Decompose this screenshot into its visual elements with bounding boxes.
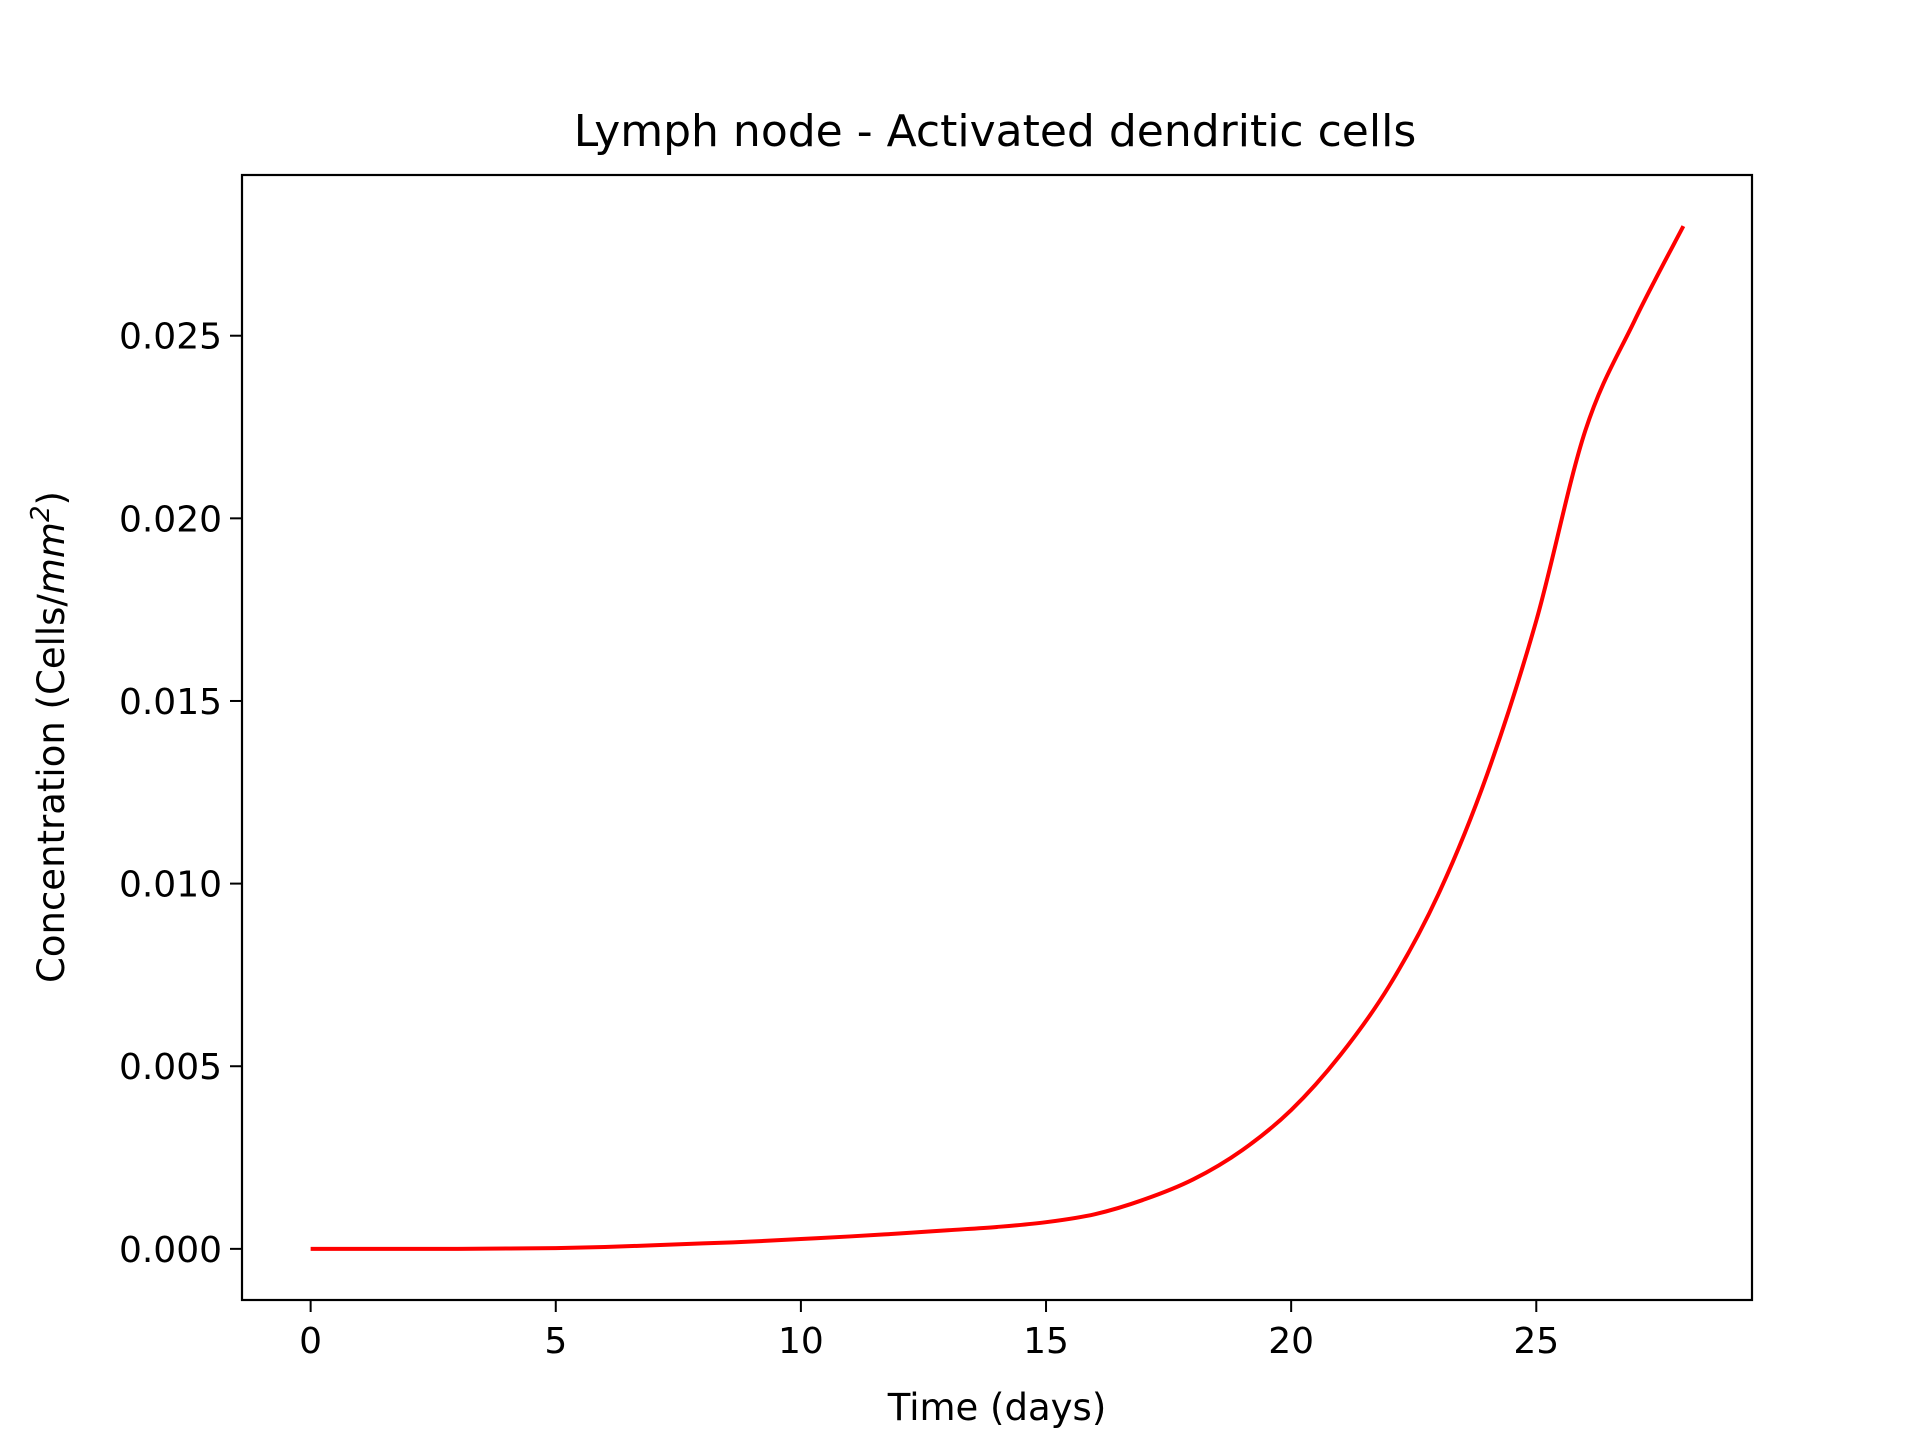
y-axis-label-unit: mm (30, 522, 73, 594)
x-tick-label: 25 (1513, 1321, 1559, 1362)
y-axis-label-suffix: ) (30, 491, 73, 505)
y-tick-label: 0.000 (119, 1230, 222, 1271)
y-tick-label: 0.005 (119, 1047, 222, 1088)
series-layer (310, 225, 1686, 1251)
y-tick-label: 0.025 (119, 317, 222, 358)
x-axis-ticks: 0 5 10 15 20 25 (299, 1300, 1559, 1362)
plot-frame (240, 173, 1754, 1302)
x-tick-label: 5 (544, 1321, 567, 1362)
x-axis-label: Time (days) (887, 1386, 1107, 1429)
y-tick-label: 0.015 (119, 682, 222, 723)
x-tick-label: 10 (778, 1321, 824, 1362)
plot-area: 0 5 10 15 20 25 0.000 0.005 0.010 0.015 0.020 0.02… (119, 173, 1754, 1362)
series-line-0 (310, 225, 1686, 1251)
y-axis-ticks: 0.000 0.005 0.010 0.015 0.020 0.025 (119, 317, 242, 1271)
y-axis-label-prefix: Concentration (Cells/ (30, 594, 73, 983)
y-tick-label: 0.010 (119, 865, 222, 906)
chart-title: Lymph node - Activated dendritic cells (574, 106, 1417, 157)
y-axis-label: Concentration (Cells/mm2) (26, 491, 73, 983)
y-axis-label-exponent: 2 (26, 505, 56, 522)
x-tick-label: 20 (1268, 1321, 1314, 1362)
x-tick-label: 0 (299, 1321, 322, 1362)
y-tick-label: 0.020 (119, 499, 222, 540)
x-tick-label: 15 (1023, 1321, 1069, 1362)
